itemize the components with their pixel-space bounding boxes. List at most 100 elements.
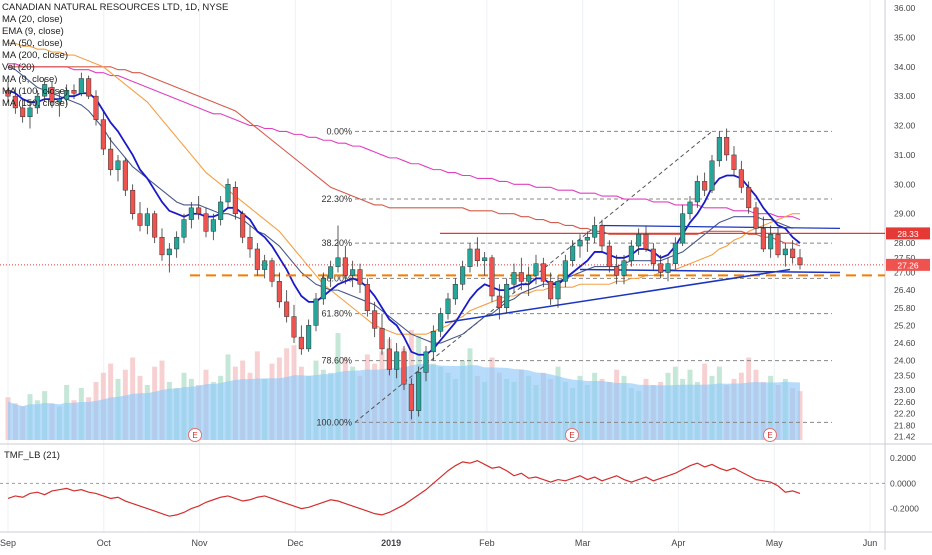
candle-body	[401, 351, 407, 385]
candle-body	[306, 325, 312, 350]
chart-legend: CANADIAN NATURAL RESOURCES LTD, 1D, NYSE…	[2, 2, 228, 110]
indicator-vol-label[interactable]: Vol (20)	[2, 62, 35, 73]
candle-body	[335, 257, 341, 267]
candle-body	[423, 351, 429, 373]
candle-body	[78, 78, 84, 94]
earnings-marker-label: E	[767, 431, 772, 440]
candle-body	[27, 107, 33, 117]
candle-body	[614, 266, 620, 276]
time-tick-label: Apr	[671, 538, 685, 548]
candle-body	[790, 248, 796, 259]
volume-average-area	[8, 363, 800, 440]
indicator-ema9-label[interactable]: EMA (9, close)	[2, 26, 64, 37]
candle-body	[680, 213, 686, 244]
earnings-marker	[763, 428, 777, 442]
indicator-ma150-label[interactable]: MA (150, close)	[2, 98, 68, 109]
indicator-ma200-label[interactable]: MA (200, close)	[2, 50, 68, 61]
last-price-tag: 27.26	[897, 260, 919, 270]
candle-body	[364, 283, 370, 311]
earnings-marker-label: E	[192, 431, 197, 440]
price-tick-label: 35.00	[894, 32, 916, 42]
price-tick-label: 25.80	[894, 303, 916, 313]
candle-body	[782, 248, 788, 256]
candle-body	[284, 301, 290, 317]
candle-body	[152, 213, 158, 238]
resistance-price-tag-bg	[886, 227, 930, 240]
candle-body	[240, 213, 246, 238]
candle-body	[34, 95, 40, 109]
indicator-ma9-label[interactable]: MA (9, close)	[2, 74, 58, 85]
candle-body	[269, 260, 275, 282]
price-tick-label: 24.00	[894, 356, 916, 366]
price-tick-label: 22.20	[894, 409, 916, 419]
time-tick-label: Dec	[287, 538, 304, 548]
price-tick-label: 23.00	[894, 385, 916, 395]
time-tick-label: 2019	[381, 538, 401, 548]
indicator-ma100-label[interactable]: MA (100, close)	[2, 86, 68, 97]
candle-body	[452, 283, 458, 300]
candle-body	[570, 245, 576, 261]
candle-body	[5, 90, 11, 97]
candle-body	[724, 137, 730, 156]
candle-body	[775, 234, 781, 256]
candle-body	[621, 260, 627, 276]
candle-body	[628, 245, 634, 261]
candle-body	[577, 239, 583, 247]
candles	[5, 72, 803, 420]
candle-body	[592, 225, 598, 238]
flat-resistance-line	[599, 224, 841, 230]
candle-body	[489, 257, 495, 297]
fib-level-label: 78.60%	[321, 356, 352, 366]
candle-body	[504, 283, 510, 309]
candle-body	[716, 137, 722, 162]
price-tick-label: 22.60	[894, 397, 916, 407]
candle-body	[291, 316, 297, 338]
oscillator-tick-label: -0.2000	[890, 504, 919, 514]
candle-body	[100, 119, 106, 150]
price-tick-label: 27.50	[894, 253, 916, 263]
candle-body	[394, 351, 400, 370]
candle-body	[650, 248, 656, 264]
candle-body	[328, 266, 334, 279]
last-price-tag-bg	[886, 258, 930, 271]
fib-level-label: 38.20%	[321, 238, 352, 248]
candle-body	[49, 87, 55, 103]
candle-body	[746, 187, 752, 209]
candle-body	[658, 263, 664, 273]
candle-body	[42, 84, 48, 97]
fib-level-label: 0.00%	[326, 126, 352, 136]
rising-trendline	[444, 268, 791, 324]
candle-body	[467, 248, 473, 267]
candle-body	[672, 242, 678, 264]
candle-body	[797, 257, 803, 266]
resistance-price-tag: 28.33	[897, 229, 919, 239]
candle-body	[753, 207, 759, 229]
candle-body	[144, 213, 150, 226]
candle-body	[584, 236, 590, 241]
candle-body	[188, 207, 194, 220]
price-tick-label: 30.00	[894, 179, 916, 189]
fib-level-label: 61.80%	[321, 309, 352, 319]
oscillator-tick-label: 0.0000	[890, 478, 916, 488]
candle-body	[20, 107, 26, 117]
candle-body	[181, 219, 187, 238]
price-tick-label: 25.20	[894, 320, 916, 330]
candle-body	[71, 90, 77, 94]
candle-body	[350, 269, 356, 276]
fib-level-label: 50.00%	[321, 273, 352, 283]
candle-body	[518, 272, 524, 282]
indicator-ma20-label[interactable]: MA (20, close)	[2, 14, 63, 25]
price-tick-label: 31.00	[894, 150, 916, 160]
price-tick-label: 34.00	[894, 62, 916, 72]
candle-body	[474, 248, 480, 261]
time-tick-label: May	[766, 538, 784, 548]
candle-body	[56, 98, 62, 103]
candle-body	[599, 225, 605, 247]
time-tick-label: Oct	[97, 538, 112, 548]
candle-body	[115, 160, 121, 170]
candle-body	[320, 278, 326, 300]
indicator-ma50-label[interactable]: MA (50, close)	[2, 38, 63, 49]
